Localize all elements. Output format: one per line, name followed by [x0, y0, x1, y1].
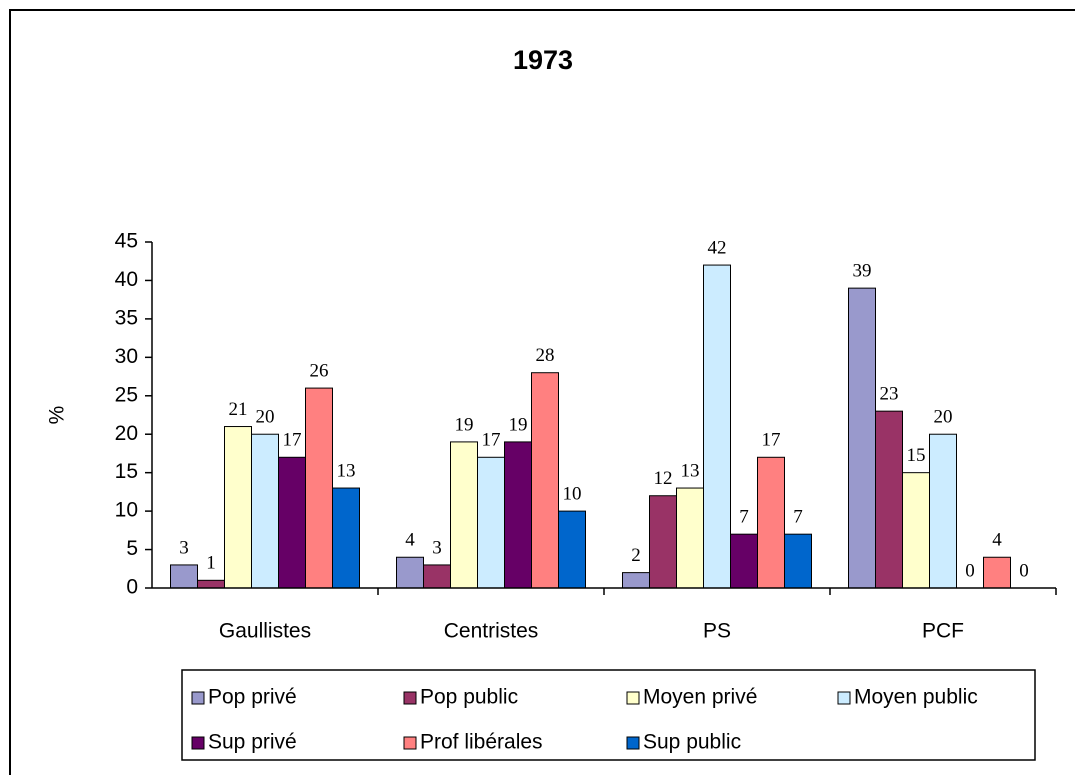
bar: [396, 556, 424, 589]
bar: [423, 564, 451, 589]
y-tick-label: 15: [115, 460, 138, 483]
bar: [703, 264, 731, 589]
frame: [9, 9, 1075, 775]
legend-label: Moyen public: [854, 686, 978, 709]
bar: [197, 579, 225, 589]
data-label: 17: [482, 430, 501, 451]
legend-swatch: [403, 736, 417, 750]
y-tick-label: 5: [126, 537, 138, 560]
bar: [450, 441, 478, 589]
data-label: 10: [563, 483, 582, 504]
bar: [305, 387, 333, 589]
data-label: 17: [283, 430, 302, 451]
x-tick-label: PS: [703, 620, 731, 643]
bar: [649, 495, 677, 589]
data-label: 1: [206, 553, 216, 574]
bar: [558, 510, 586, 589]
data-label: 39: [853, 260, 872, 281]
data-label: 20: [934, 407, 953, 428]
x-tick-label: Centristes: [444, 620, 539, 643]
legend-label: Moyen privé: [643, 686, 757, 709]
data-label: 13: [337, 460, 356, 481]
data-label: 19: [455, 414, 474, 435]
bar: [757, 456, 785, 589]
legend-label: Pop privé: [208, 686, 297, 709]
legend-box: [181, 669, 1036, 761]
y-tick-label: 45: [115, 230, 138, 253]
data-label: 3: [179, 537, 189, 558]
y-tick-label: 10: [115, 499, 138, 522]
data-label: 4: [405, 530, 415, 551]
x-tick-label: PCF: [922, 620, 964, 643]
bar: [848, 287, 876, 589]
bar: [875, 410, 903, 589]
bar: [902, 472, 930, 589]
data-label: 2: [631, 545, 641, 566]
data-label: 13: [681, 460, 700, 481]
bar: [784, 533, 812, 589]
bar: [251, 433, 279, 589]
data-label: 0: [965, 560, 975, 581]
data-label: 28: [536, 345, 555, 366]
data-label: 19: [509, 414, 528, 435]
chart-title: 1973: [513, 45, 573, 75]
legend-swatch: [837, 691, 851, 705]
bar: [224, 426, 252, 589]
bar: [170, 564, 198, 589]
y-tick-label: 20: [115, 422, 138, 445]
data-label: 7: [793, 507, 803, 528]
legend-label: Prof libérales: [420, 731, 543, 754]
legend-swatch: [191, 691, 205, 705]
x-tick-label: Gaullistes: [219, 620, 311, 643]
data-label: 26: [310, 360, 329, 381]
legend-swatch: [626, 691, 640, 705]
bar: [531, 372, 559, 589]
data-label: 17: [762, 430, 781, 451]
data-label: 42: [708, 237, 727, 258]
data-label: 15: [907, 445, 926, 466]
bar: [983, 556, 1011, 589]
y-tick-label: 25: [115, 383, 138, 406]
data-label: 20: [256, 407, 275, 428]
y-tick-label: 30: [115, 345, 138, 368]
legend-label: Sup privé: [208, 731, 297, 754]
bar: [730, 533, 758, 589]
data-label: 0: [1019, 560, 1029, 581]
bar: [332, 487, 360, 589]
data-label: 21: [229, 399, 248, 420]
data-label: 12: [654, 468, 673, 489]
data-label: 7: [739, 507, 749, 528]
y-tick-label: 0: [126, 576, 138, 599]
y-axis-label: %: [46, 406, 69, 425]
bar: [622, 572, 650, 589]
legend-label: Pop public: [420, 686, 518, 709]
bar: [477, 456, 505, 589]
data-label: 23: [880, 384, 899, 405]
y-tick-label: 40: [115, 268, 138, 291]
legend-swatch: [626, 736, 640, 750]
bar: [676, 487, 704, 589]
data-label: 4: [992, 530, 1002, 551]
bar: [278, 456, 306, 589]
legend-swatch: [191, 736, 205, 750]
data-label: 3: [432, 537, 442, 558]
legend-label: Sup public: [643, 731, 741, 754]
y-tick-label: 35: [115, 306, 138, 329]
bar: [504, 441, 532, 589]
bar: [929, 433, 957, 589]
legend-swatch: [403, 691, 417, 705]
